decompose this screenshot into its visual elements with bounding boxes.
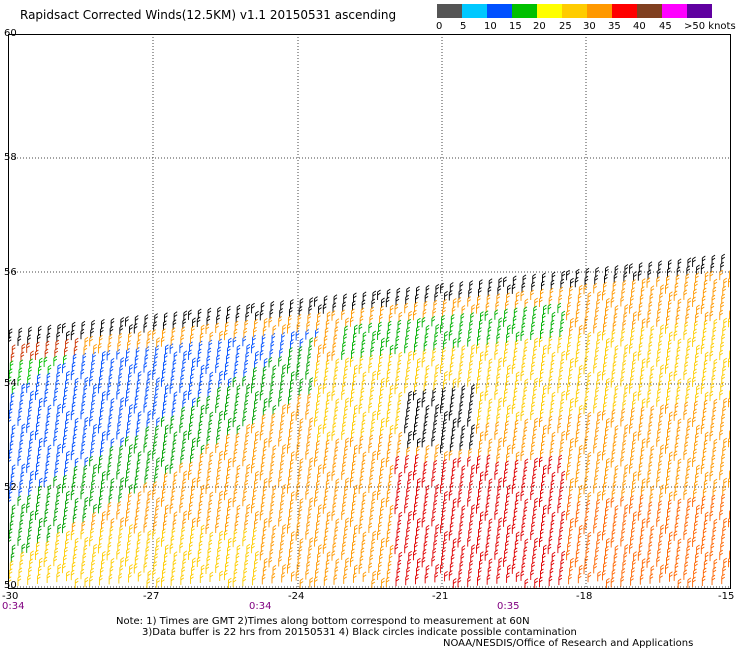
- colorbar-cell: [537, 4, 562, 18]
- colorbar-cell: [662, 4, 687, 18]
- colorbar-label: 0: [436, 21, 443, 32]
- pass-time-label: 0:35: [497, 601, 520, 612]
- colorbar-cell: [587, 4, 612, 18]
- colorbar-label: 25: [559, 21, 572, 32]
- latitude-label: 52: [4, 482, 17, 493]
- colorbar-labels: 0 5 10 15 20 25 30 35 40 45 >50 knots: [432, 21, 740, 35]
- wind-barb-group: [341, 302, 566, 360]
- latitude-label: 56: [4, 267, 17, 278]
- colorbar-cell: [462, 4, 487, 18]
- footnote-credit: NOAA/NESDIS/Office of Research and Appli…: [443, 638, 694, 649]
- wind-barb-group: [566, 493, 731, 589]
- wind-speed-colorbar: [437, 4, 712, 18]
- latitude-label: 50: [4, 580, 17, 591]
- colorbar-cell: [612, 4, 637, 18]
- longitude-label: -15: [718, 591, 735, 602]
- wind-barb-group: [71, 269, 731, 589]
- footnote-line-2: 3)Data buffer is 22 hrs from 20150531 4)…: [142, 627, 577, 638]
- colorbar-label: 45: [659, 21, 672, 32]
- colorbar-cell: [562, 4, 587, 18]
- colorbar-cell: [687, 4, 712, 18]
- colorbar-label: 15: [509, 21, 522, 32]
- wind-barb-group: [8, 253, 731, 454]
- colorbar-label: >50 knots: [684, 21, 736, 32]
- latitude-label: 54: [4, 378, 17, 389]
- longitude-label: -18: [576, 591, 593, 602]
- colorbar-label: 40: [633, 21, 646, 32]
- longitude-label: -30: [2, 591, 19, 602]
- colorbar-label: 10: [484, 21, 497, 32]
- colorbar-cell: [487, 4, 512, 18]
- latitude-label: 58: [4, 152, 17, 163]
- wind-barb-field: [8, 34, 731, 589]
- colorbar-cell: [637, 4, 662, 18]
- colorbar-cell: [437, 4, 462, 18]
- wind-barb-group: [8, 328, 319, 507]
- wind-barb-group: [394, 453, 566, 589]
- pass-time-label: 0:34: [249, 601, 272, 612]
- chart-title: Rapidsact Corrected Winds(12.5KM) v1.1 2…: [20, 8, 397, 22]
- wind-barb-group: [8, 354, 67, 395]
- colorbar-label: 30: [583, 21, 596, 32]
- wind-barbs: [8, 253, 731, 589]
- pass-time-label: 0:34: [2, 601, 25, 612]
- wind-map-plot: [8, 34, 731, 589]
- colorbar-label: 35: [608, 21, 621, 32]
- colorbar-label: 5: [460, 21, 467, 32]
- longitude-label: -21: [432, 591, 449, 602]
- wind-barb-group: [8, 316, 731, 589]
- wind-barb-group: [8, 337, 314, 563]
- longitude-label: -27: [143, 591, 160, 602]
- longitude-label: -24: [288, 591, 305, 602]
- wind-barb-group: [10, 337, 79, 363]
- colorbar-cell: [512, 4, 537, 18]
- footnote-line-1: Note: 1) Times are GMT 2)Times along bot…: [116, 616, 530, 627]
- colorbar-label: 20: [533, 21, 546, 32]
- latitude-label: 60: [4, 28, 17, 39]
